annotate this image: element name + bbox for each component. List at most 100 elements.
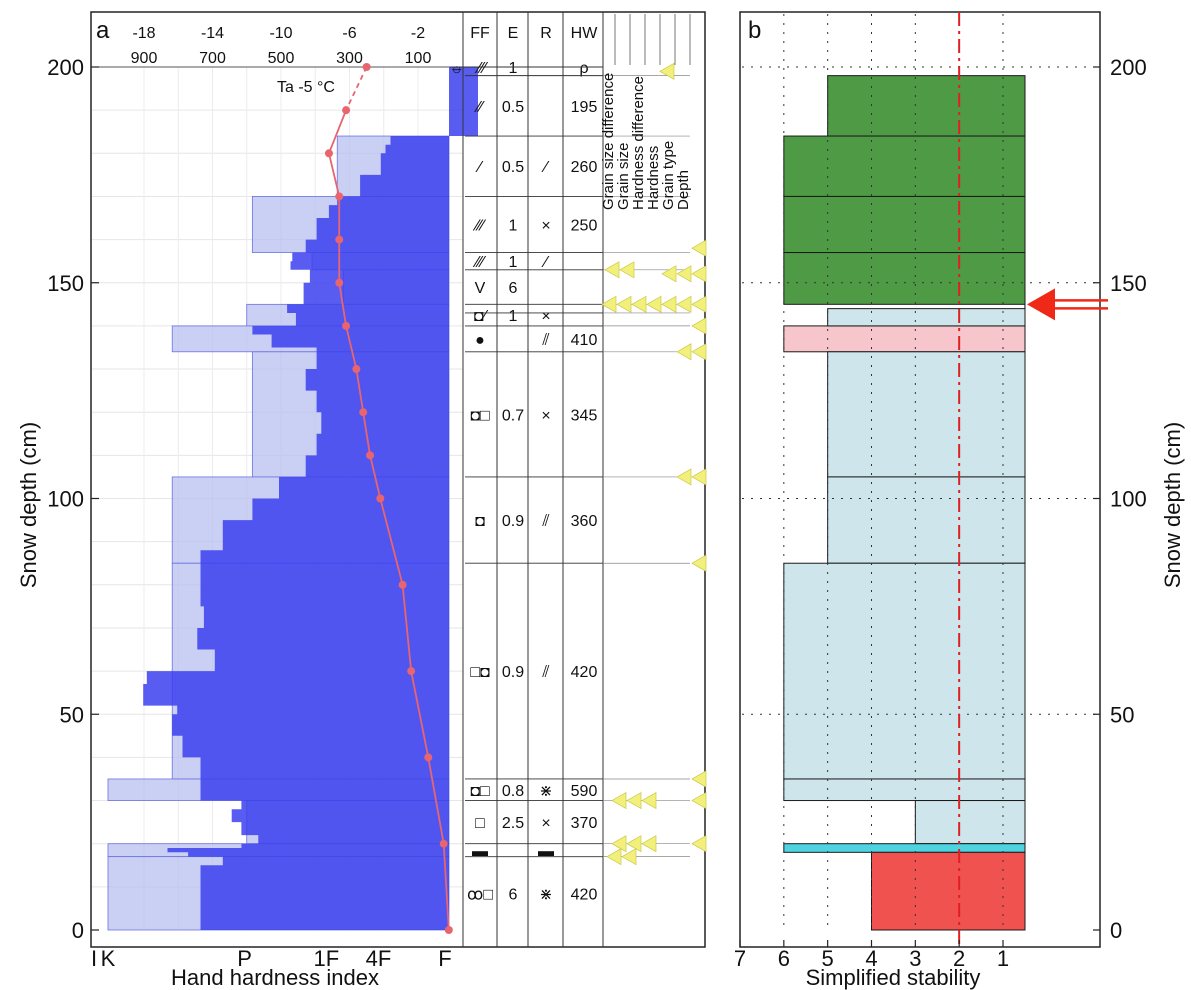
- temperature-point: [407, 667, 416, 676]
- table-cell-r: ×: [541, 308, 550, 325]
- hardness-tick-label: 4F: [366, 946, 392, 971]
- stability-axis: 7 6 5 4 3 2 1: [734, 940, 1009, 971]
- stability-layer: [783, 195, 1026, 254]
- flag-triangle: [676, 343, 692, 361]
- stability-axis-title: Simplified stability: [806, 965, 981, 990]
- y-tick-label: 200: [47, 55, 84, 80]
- table-cell-e: 0.5: [502, 159, 524, 176]
- stability-tick-label: 6: [778, 946, 790, 971]
- flag-header-label: Hardness: [645, 146, 662, 210]
- flag-triangle: [691, 468, 707, 486]
- temperature-point: [398, 580, 407, 589]
- flag-triangle: [641, 835, 657, 853]
- table-header-hw: HW: [571, 25, 599, 42]
- stability-tick-label: 1: [997, 946, 1009, 971]
- flag-triangle: [691, 835, 707, 853]
- table-cell-r: ⋇: [539, 783, 552, 800]
- resistance-profile: [143, 67, 478, 930]
- stability-layer: [871, 851, 1026, 931]
- table-unit-e: 1: [509, 60, 518, 77]
- table-cell-e: 6: [509, 886, 518, 903]
- flag-triangle: [691, 265, 707, 283]
- flag-triangle: [661, 265, 677, 283]
- hardness-axis-title: Hand hardness index: [171, 965, 379, 990]
- flag-triangle: [621, 848, 637, 866]
- temperature-point: [366, 451, 375, 460]
- table-cell-ff: ◘⁄: [474, 308, 489, 325]
- hardness-tick-label: 1F: [313, 946, 339, 971]
- table-cell-ff: □: [475, 815, 485, 832]
- flag-triangle: [691, 554, 707, 572]
- table-cell-r: ⫽: [541, 664, 549, 681]
- flag-triangle: [611, 791, 627, 810]
- flag-triangle: [601, 295, 617, 313]
- y-tick-label: 100: [1110, 487, 1147, 512]
- temperature-tick-label: -6: [342, 25, 356, 42]
- stability-tick-label: 7: [734, 946, 746, 971]
- flag-triangle: [691, 791, 707, 810]
- layer-table: FF E R HW⦵ 1 ρ⁄⁄⁄⁄⁄ 0.5 195⁄ 0.5 ⁄ 260⁄⁄⁄ 1 × 250⁄⁄⁄ 1…: [450, 12, 692, 947]
- table-unit-hw: ρ: [579, 60, 588, 77]
- table-cell-e: 0.9: [502, 664, 524, 681]
- table-header-e: E: [508, 25, 519, 42]
- table-cell-ff: □◘: [470, 664, 490, 681]
- table-cell-e: 2.5: [502, 815, 524, 832]
- flag-triangle: [691, 295, 707, 313]
- air-temperature-label: Ta -5 °C: [277, 79, 335, 96]
- table-cell-r: ⫽: [541, 332, 549, 349]
- density-tick-label: 700: [199, 50, 226, 67]
- table-unit-symbol: ⦵: [450, 60, 463, 77]
- table-cell-e: 6: [509, 280, 518, 297]
- stability-tick-label: 4: [865, 946, 877, 971]
- flag-triangle: [661, 295, 677, 313]
- resistance-area: [143, 67, 478, 930]
- flag-header-label: Hardness difference: [630, 76, 647, 210]
- hardness-tick-label: I: [91, 946, 97, 971]
- temperature-tick-label: -10: [269, 25, 292, 42]
- panel-b: b 7 6 5 4 3 2 1 0 50 100 150 200 Simplified stabil…: [734, 11, 1185, 990]
- table-cell-ff: ⁄: [475, 159, 484, 176]
- table-cell-r: ⁄: [541, 159, 550, 176]
- temperature-tick-label: -2: [411, 25, 425, 42]
- table-cell-e: 1: [509, 254, 518, 271]
- flag-triangle: [659, 62, 675, 80]
- flag-triangle: [691, 343, 707, 361]
- temperature-point: [342, 321, 351, 330]
- table-header-r: R: [540, 25, 552, 42]
- arrow-head: [1027, 288, 1055, 321]
- flag-triangle: [691, 239, 707, 257]
- stability-tick-label: 3: [909, 946, 921, 971]
- table-cell-e: 0.8: [502, 783, 524, 800]
- stability-layer: [827, 308, 1026, 327]
- table-cell-ff: ●: [475, 332, 485, 349]
- table-cell-r: ×: [541, 407, 550, 424]
- table-cell-ff: ꝏ□: [467, 886, 493, 903]
- y-tick-label: 0: [1110, 918, 1122, 943]
- density-tick-label: 300: [336, 50, 363, 67]
- flag-triangle: [631, 295, 647, 313]
- table-cell-hw: 195: [571, 99, 598, 116]
- density-tick-label: 100: [405, 50, 432, 67]
- stability-layer: [827, 476, 1026, 564]
- flag-triangle: [676, 468, 692, 486]
- temperature-point: [342, 106, 351, 115]
- density-tick-label: 900: [131, 50, 158, 67]
- temperature-profile: [324, 63, 453, 934]
- temperature-tick-label: -18: [132, 25, 155, 42]
- table-cell-e: 0.9: [502, 513, 524, 530]
- table-cell-e: 1: [509, 217, 518, 234]
- flag-header-label: Grain size: [615, 142, 632, 210]
- temperature-axis: -18 900 -14 700 -10 500 -6 300 -2 100: [131, 25, 432, 67]
- flag-triangle: [676, 265, 692, 283]
- table-cell-hw: 420: [571, 886, 598, 903]
- stability-layers: [783, 75, 1026, 931]
- panel-a-y-axis: 0 50 100 150 200: [47, 55, 99, 943]
- flag-triangle: [626, 791, 642, 810]
- table-cell-e: 1: [509, 308, 518, 325]
- flag-triangle: [691, 770, 707, 788]
- flag-triangle: [641, 791, 657, 810]
- table-cell-ff: V: [475, 280, 486, 297]
- flag-triangle: [626, 835, 642, 853]
- panel-b-y-axis: 0 50 100 150 200: [1093, 55, 1147, 943]
- table-cell-ff: ◘□: [470, 783, 490, 800]
